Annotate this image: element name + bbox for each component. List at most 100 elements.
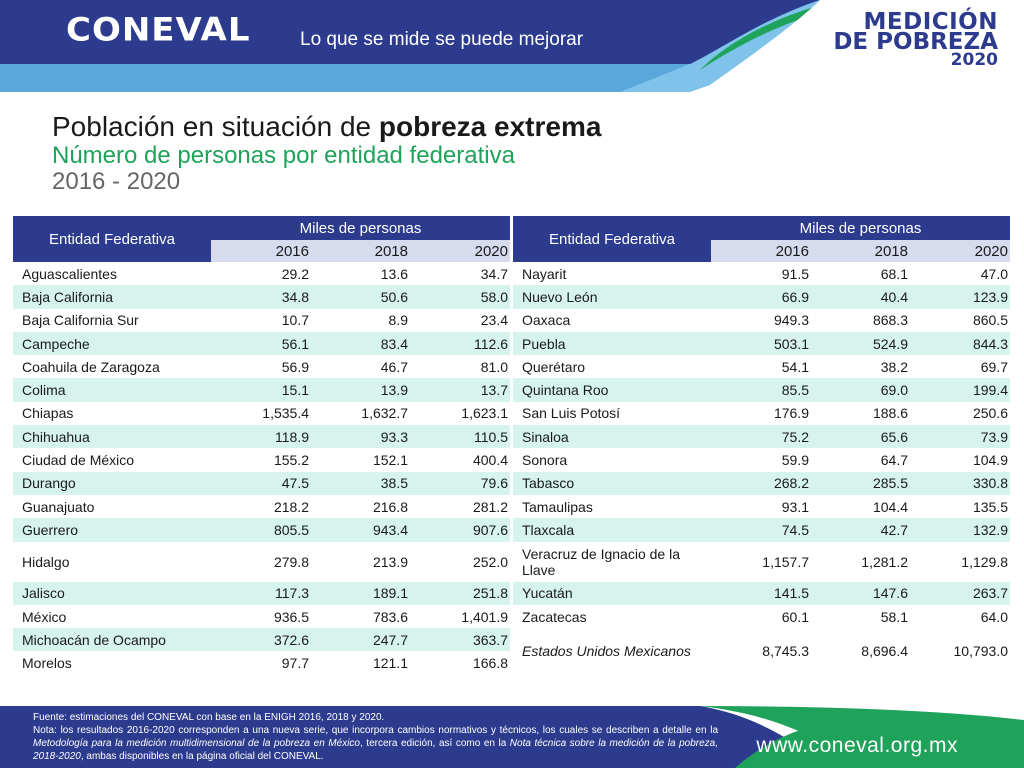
value-2020: 110.5: [410, 425, 510, 449]
value-2020: 79.6: [410, 471, 510, 495]
website-link[interactable]: www.coneval.org.mx: [756, 734, 958, 757]
table-left: Entidad Federativa Miles de personas 201…: [13, 216, 510, 675]
value-2018: 104.4: [872, 498, 908, 515]
page-years: 2016 - 2020: [52, 168, 181, 195]
entity-name: Nayarit: [522, 265, 567, 282]
value-2016: 56.9: [281, 358, 309, 375]
table-row: Guanajuato 218.2 216.8 281.2: [13, 495, 510, 518]
entity-name: Ciudad de México: [22, 452, 135, 469]
value-2018: 152.1: [372, 452, 408, 469]
value-2016: 805.5: [211, 518, 311, 542]
entity-name: Baja California: [13, 285, 211, 309]
value-2020: 844.3: [910, 331, 1010, 356]
value-2016: 141.5: [711, 581, 811, 605]
nota-part-d: Nota técnica sobre la medición de la pob…: [33, 738, 718, 762]
nota-part-a: Nota: los resultados 2016-2020 correspon…: [33, 725, 718, 736]
value-2016: 54.1: [781, 358, 809, 375]
value-2016: 279.8: [273, 553, 309, 570]
year-header-2020: 2020: [910, 240, 1010, 262]
value-2020: 34.7: [480, 265, 508, 282]
entity-name: Oaxaca: [522, 312, 571, 329]
value-2016: 8,745.3: [711, 628, 811, 674]
value-2018: 13.9: [311, 378, 410, 402]
value-2020: 73.9: [910, 425, 1010, 449]
entity-name: Zacatecas: [522, 608, 587, 625]
entity-name: Nuevo León: [513, 285, 711, 309]
value-2018: 58.1: [880, 608, 908, 625]
value-2016: 949.3: [773, 312, 809, 329]
value-2018: 46.7: [380, 358, 408, 375]
value-2018: 83.4: [311, 331, 410, 356]
table-row: Tabasco 268.2 285.5 330.8: [513, 471, 1010, 495]
entity-name: Yucatán: [513, 581, 711, 605]
value-2020: 252.0: [472, 553, 508, 570]
value-2018: 65.6: [811, 425, 910, 449]
value-2016: 56.1: [211, 331, 311, 356]
value-2016: 268.2: [711, 471, 811, 495]
table-row: Chihuahua 118.9 93.3 110.5: [13, 425, 510, 449]
value-2020: 13.7: [410, 378, 510, 402]
value-2020: 400.4: [472, 452, 508, 469]
year-header-2020: 2020: [410, 240, 510, 262]
year-header-2016: 2016: [211, 240, 311, 262]
value-2020: 330.8: [910, 471, 1010, 495]
value-2016: 10.7: [281, 312, 309, 329]
table-row: Michoacán de Ocampo 372.6 247.7 363.7: [13, 628, 510, 652]
header-slogan: Lo que se mide se puede mejorar: [300, 29, 584, 50]
title-bold: pobreza extrema: [378, 111, 602, 142]
title-prefix: Población en situación de: [52, 111, 379, 142]
table-row: Nayarit 91.5 68.1 47.0: [513, 262, 1010, 285]
table-row: Coahuila de Zaragoza 56.9 46.7 81.0: [13, 355, 510, 378]
table-row: Ciudad de México 155.2 152.1 400.4: [13, 448, 510, 471]
value-2018: 42.7: [811, 518, 910, 542]
value-2016: 1,535.4: [262, 405, 309, 422]
entity-name: Guerrero: [13, 518, 211, 542]
entity-name: Durango: [13, 471, 211, 495]
value-2018: 247.7: [311, 628, 410, 652]
footer-note: Fuente: estimaciones del CONEVAL con bas…: [33, 711, 718, 763]
group-header: Miles de personas: [211, 216, 510, 240]
value-2018: 38.5: [311, 471, 410, 495]
value-2016: 75.2: [711, 425, 811, 449]
table-row: Baja California 34.8 50.6 58.0: [13, 285, 510, 309]
table-row: Baja California Sur 10.7 8.9 23.4: [13, 309, 510, 332]
table-row: Campeche 56.1 83.4 112.6: [13, 331, 510, 356]
value-2016: 117.3: [211, 581, 311, 605]
table-row: San Luis Potosí 176.9 188.6 250.6: [513, 402, 1010, 425]
table-row: Sonora 59.9 64.7 104.9: [513, 448, 1010, 471]
coneval-logo[interactable]: CONEVAL: [66, 11, 251, 49]
value-2020: 10,793.0: [910, 628, 1010, 674]
value-2016: 59.9: [781, 452, 809, 469]
value-2018: 147.6: [811, 581, 910, 605]
entity-name: Estados Unidos Mexicanos: [513, 628, 711, 674]
value-2016: 74.5: [711, 518, 811, 542]
entity-name: Sonora: [522, 452, 568, 469]
value-2018: 69.0: [811, 378, 910, 402]
header-background: [0, 0, 1024, 92]
value-2020: 199.4: [910, 378, 1010, 402]
value-2020: 263.7: [910, 581, 1010, 605]
value-2016: 1,157.7: [762, 553, 809, 570]
entity-name: Tlaxcala: [513, 518, 711, 542]
badge-line3: 2020: [950, 50, 998, 70]
entity-header: Entidad Federativa: [13, 216, 211, 262]
table-row: Yucatán 141.5 147.6 263.7: [513, 581, 1010, 605]
nota-part-c: , tercera edición, así como en la: [359, 738, 510, 749]
entity-name: Veracruz de Ignacio de la Llave: [522, 545, 680, 578]
value-2020: 69.7: [980, 358, 1008, 375]
value-2020: 64.0: [980, 608, 1008, 625]
value-2020: 860.5: [972, 312, 1008, 329]
value-2016: 176.9: [773, 405, 809, 422]
table-row: Tamaulipas 93.1 104.4 135.5: [513, 495, 1010, 518]
table-row: Estados Unidos Mexicanos 8,745.3 8,696.4 10…: [513, 628, 1010, 674]
table-row: Colima 15.1 13.9 13.7: [13, 378, 510, 402]
entity-name: Morelos: [22, 655, 72, 672]
footer-background: [0, 706, 1024, 768]
table-row: Quintana Roo 85.5 69.0 199.4: [513, 378, 1010, 402]
entity-name: Guanajuato: [22, 498, 95, 515]
table-row: Nuevo León 66.9 40.4 123.9: [513, 285, 1010, 309]
badge-line2: DE POBREZA: [833, 29, 998, 55]
value-2016: 47.5: [211, 471, 311, 495]
value-2018: 783.6: [372, 608, 408, 625]
table-row: Zacatecas 60.1 58.1 64.0: [513, 605, 1010, 628]
